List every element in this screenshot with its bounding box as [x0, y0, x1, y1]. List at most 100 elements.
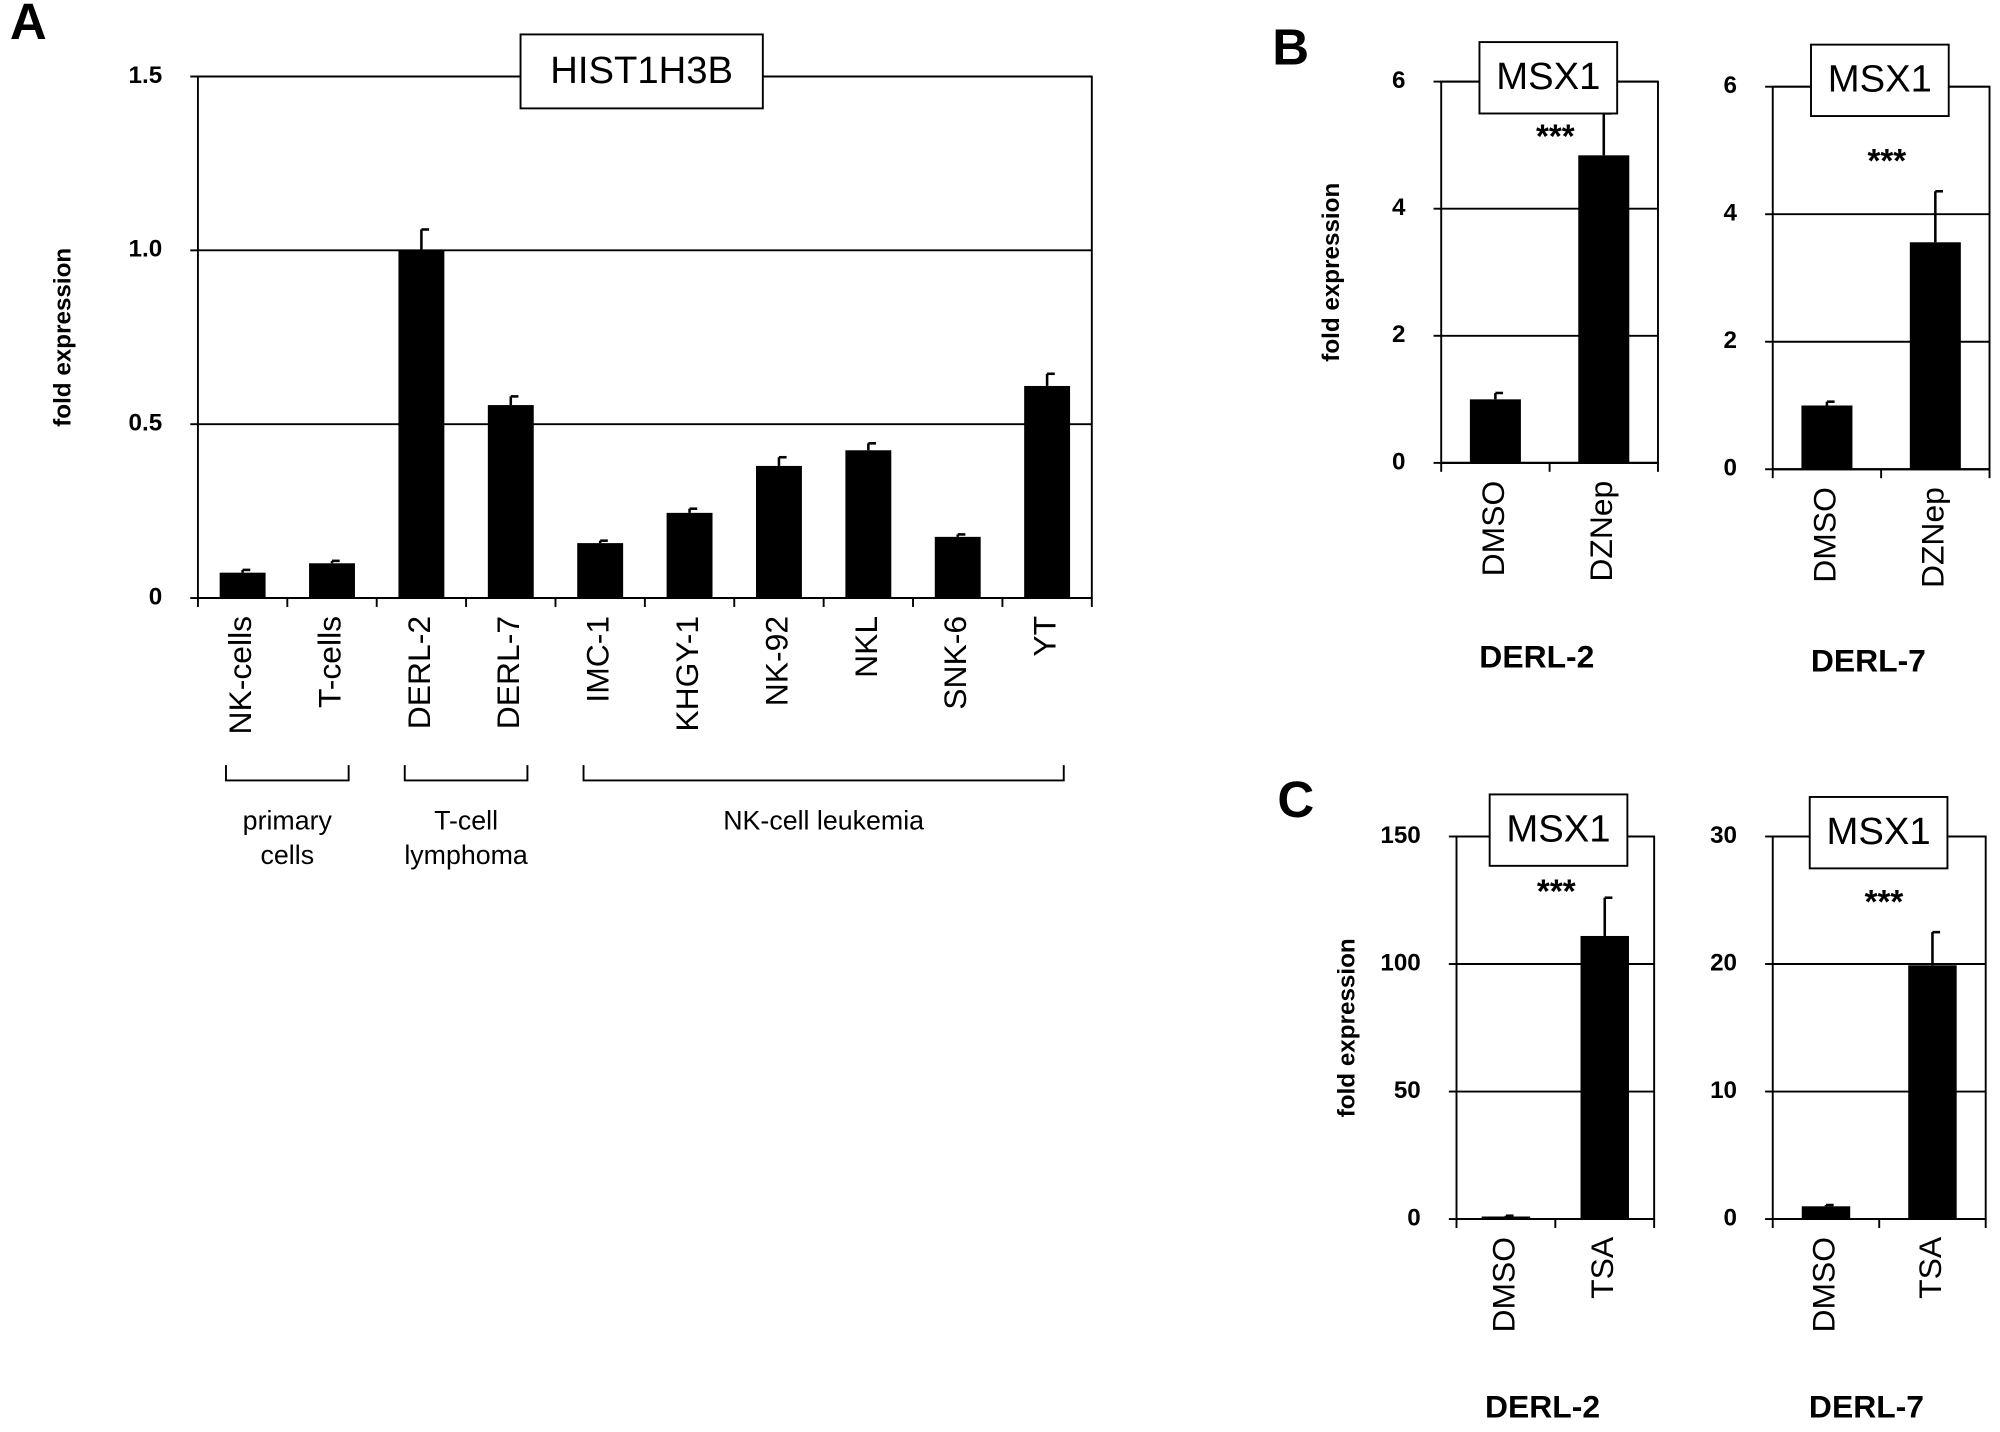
significance: *** [1537, 874, 1576, 911]
bar [219, 572, 266, 599]
x-tick-label: IMC-1 [580, 616, 616, 703]
x-tick-label: T-cells [311, 616, 347, 708]
title-box [1488, 793, 1629, 867]
y-tick-label: 2 [1392, 321, 1405, 348]
bar [934, 536, 981, 599]
error-bar [330, 559, 340, 564]
bar [577, 543, 624, 599]
bar [1908, 965, 1957, 1220]
y-tick-label: 2 [1724, 327, 1737, 354]
error-bar [1824, 1203, 1834, 1207]
y-tick-label: 1.0 [129, 236, 163, 263]
bar [1580, 935, 1629, 1220]
y-axis-label: fold expression [1318, 183, 1345, 362]
x-tick-label: DZNep [1915, 487, 1951, 588]
bar [1801, 1206, 1851, 1220]
error-bar [867, 442, 876, 451]
error-bar [777, 455, 787, 466]
x-tick-label: SNK-6 [937, 616, 973, 710]
group-bracket [225, 765, 350, 782]
title-box [1810, 43, 1950, 117]
group-bracket [403, 765, 529, 782]
y-tick-label: 50 [1394, 1077, 1421, 1104]
panel-label: B [1272, 18, 1309, 75]
y-tick-label: 100 [1380, 949, 1420, 976]
y-tick-label: 0.5 [129, 410, 163, 437]
bar [1024, 385, 1071, 599]
x-tick-label: DMSO [1485, 1237, 1521, 1333]
group-label: lymphoma [404, 840, 528, 870]
x-tick-label: TSA [1912, 1236, 1948, 1299]
error-bar [1494, 391, 1504, 400]
error-bar [688, 507, 698, 513]
x-tick-label: NK-92 [758, 616, 794, 706]
chart-title: MSX1 [1826, 810, 1930, 853]
bar [398, 250, 445, 599]
y-tick-label: 6 [1724, 72, 1737, 99]
error-bar [1934, 189, 1943, 243]
bar [1578, 155, 1630, 463]
panel-label: A [10, 0, 47, 50]
error-bar [241, 568, 251, 573]
group-bracket [582, 765, 1065, 782]
error-bar [598, 539, 608, 544]
significance: *** [1868, 143, 1907, 180]
y-tick-label: 0 [1407, 1204, 1420, 1231]
plot-frame [196, 75, 1093, 600]
error-bar [1504, 1214, 1514, 1218]
bar [755, 465, 802, 599]
chart-title: MSX1 [1828, 58, 1932, 101]
x-tick-label: DERL-7 [490, 616, 526, 729]
x-tick-label: KHGY-1 [669, 616, 705, 732]
bar [666, 512, 713, 599]
y-axis-label: fold expression [49, 248, 76, 427]
error-bar [1602, 112, 1612, 156]
group-label: cells [261, 840, 315, 870]
x-axis-label: DERL-7 [1811, 643, 1926, 679]
y-tick-label: 0 [1392, 448, 1405, 475]
group-label: NK-cell leukemia [723, 806, 924, 836]
title-box [1478, 41, 1619, 115]
error-bar [956, 533, 966, 537]
y-tick-label: 0 [149, 583, 162, 610]
bar [1469, 399, 1521, 463]
x-tick-label: NK-cells [222, 616, 258, 735]
x-tick-label: DMSO [1806, 487, 1842, 583]
x-tick-label: YT [1027, 616, 1063, 657]
chart-title: MSX1 [1506, 808, 1610, 851]
x-tick-label: NKL [848, 616, 884, 678]
bar [1481, 1216, 1531, 1220]
error-bar [1045, 372, 1055, 386]
bar [1909, 242, 1961, 470]
y-tick-label: 4 [1724, 200, 1738, 227]
x-axis-label: DERL-2 [1479, 639, 1594, 675]
error-bar [1603, 896, 1613, 936]
y-tick-label: 30 [1710, 822, 1737, 849]
bar [1801, 405, 1853, 470]
error-bar [1931, 930, 1941, 966]
bar [845, 450, 892, 599]
group-label: T-cell [434, 806, 498, 836]
y-tick-label: 0 [1724, 455, 1737, 482]
y-tick-label: 150 [1380, 822, 1420, 849]
y-tick-label: 10 [1710, 1077, 1737, 1104]
x-tick-label: DZNep [1583, 481, 1619, 582]
y-tick-label: 20 [1710, 949, 1737, 976]
y-tick-label: 1.5 [129, 62, 163, 89]
significance: *** [1536, 119, 1575, 156]
error-bar [420, 228, 430, 251]
significance: *** [1865, 884, 1904, 921]
panel-label: C [1277, 771, 1314, 828]
title-box [1808, 796, 1949, 870]
x-tick-label: DMSO [1475, 481, 1511, 577]
title-box [519, 33, 764, 110]
bar [309, 563, 355, 599]
x-tick-label: TSA [1584, 1236, 1620, 1299]
x-tick-label: DERL-2 [401, 616, 437, 729]
x-axis-label: DERL-2 [1485, 1388, 1600, 1424]
x-tick-label: DMSO [1805, 1237, 1841, 1333]
y-tick-label: 4 [1392, 194, 1406, 221]
group-label: primary [243, 806, 333, 836]
chart-title: HIST1H3B [550, 49, 733, 92]
